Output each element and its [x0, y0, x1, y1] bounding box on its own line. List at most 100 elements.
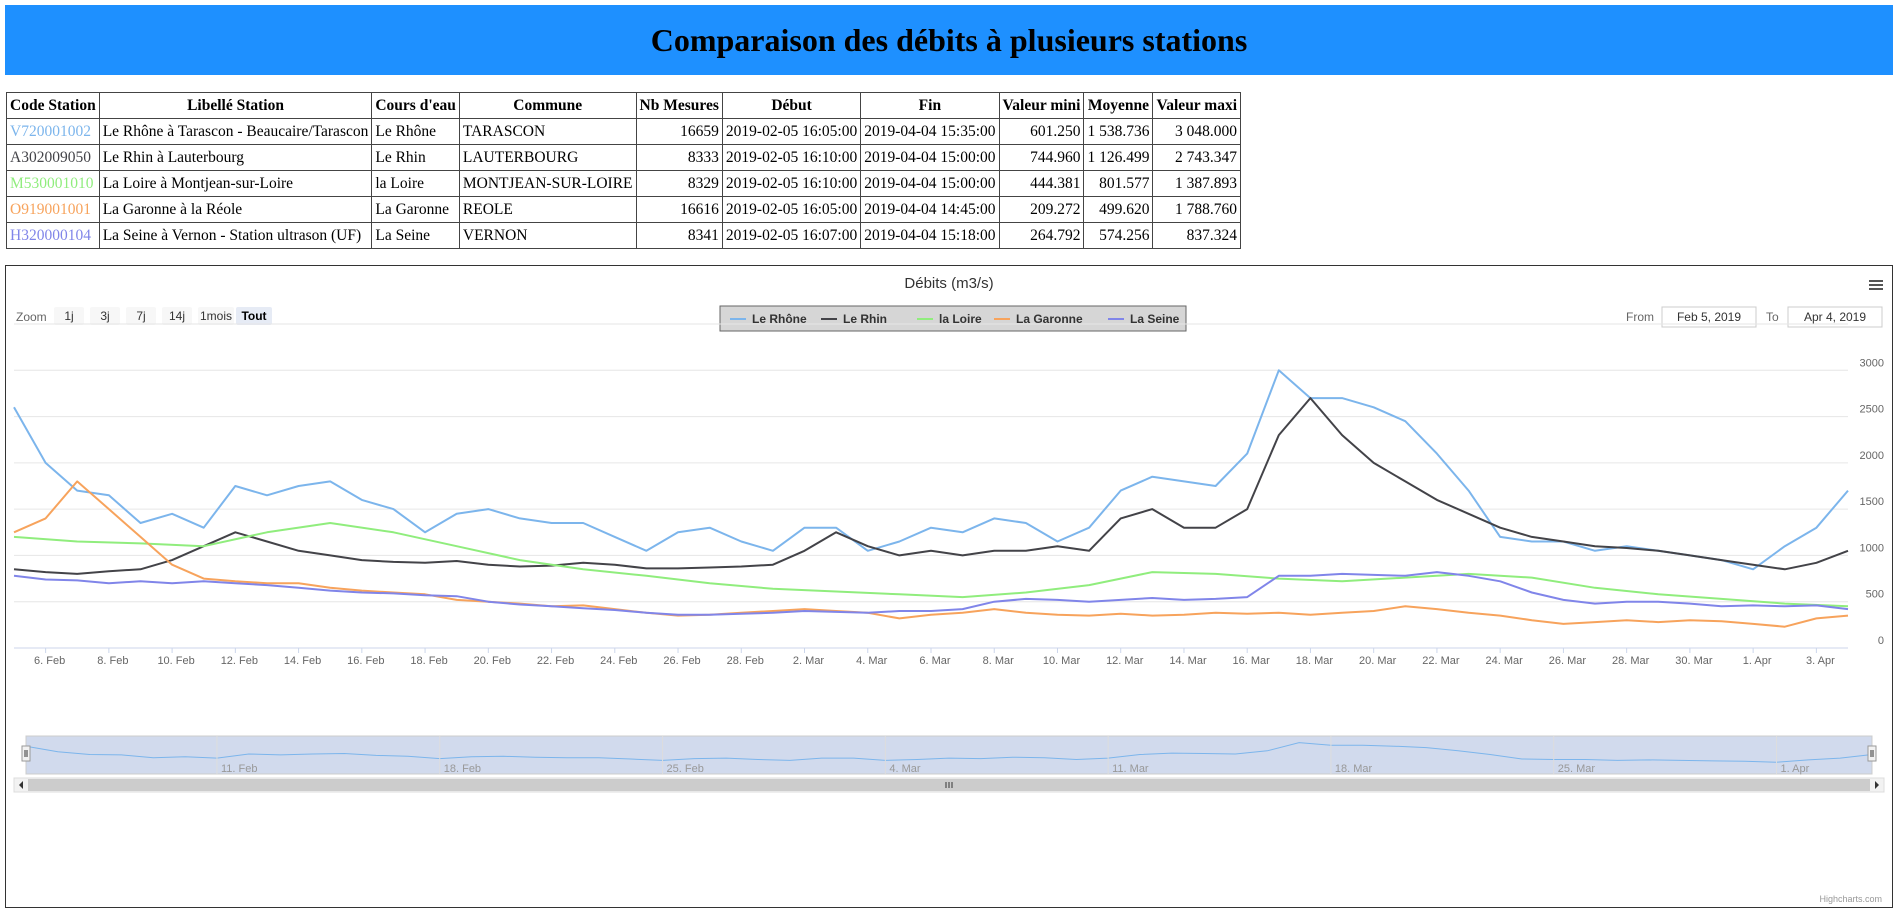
navigator-scrollbar[interactable] [13, 777, 1885, 793]
legend-label: Le Rhône [752, 312, 807, 326]
navigator[interactable]: 11. Feb 18. Feb 25. Feb 4. Mar 11. Mar 18. Ma… [13, 735, 1885, 793]
to-input[interactable]: Apr 4, 2019 [1787, 306, 1883, 328]
cell-maxi: 3 048.000 [1152, 118, 1242, 145]
cell-cours: la Loire [371, 170, 460, 197]
scroll-right-arrow-icon[interactable] [1875, 781, 1879, 789]
from-input[interactable]: Feb 5, 2019 [1661, 306, 1757, 328]
cell-code: A302009050 [6, 144, 100, 171]
navigator-tick-label: 25. Feb [667, 763, 704, 775]
cell-debut: 2019-02-05 16:10:00 [721, 144, 862, 171]
x-tick-label: 8. Mar [983, 655, 1015, 667]
navigator-tick-label: 18. Mar [1335, 763, 1373, 775]
table-row: O919001001 La Garonne à la Réole La Garonn… [6, 196, 1242, 223]
cell-nb: 8341 [635, 222, 723, 249]
cell-code: H320000104 [6, 222, 100, 249]
zoom-button-label: 1mois [200, 309, 232, 323]
cell-nb: 16616 [635, 196, 723, 223]
cell-mini: 744.960 [998, 144, 1085, 171]
cell-maxi: 2 743.347 [1152, 144, 1242, 171]
x-tick-label: 20. Mar [1359, 655, 1397, 667]
table-header-row: Code Station Libellé Station Cours d'eau… [6, 92, 1242, 119]
cell-cours: Le Rhône [371, 118, 460, 145]
legend-item[interactable]: La Garonne [994, 312, 1083, 326]
zoom-button-1j[interactable]: 1j [54, 307, 84, 325]
table-row: A302009050 Le Rhin à Lauterbourg Le Rhin LA… [6, 144, 1242, 171]
chart-series [13, 369, 1849, 628]
zoom-button-7j[interactable]: 7j [126, 307, 156, 325]
y-tick-label: 3000 [1860, 357, 1884, 369]
legend-label: La Garonne [1016, 312, 1083, 326]
x-tick-label: 14. Mar [1169, 655, 1207, 667]
zoom-button-Tout[interactable]: Tout [236, 307, 272, 325]
x-tick-label: 2. Mar [793, 655, 825, 667]
cell-libelle: Le Rhin à Lauterbourg [98, 144, 373, 171]
stations-table: Code Station Libellé Station Cours d'eau… [6, 92, 1242, 249]
series-line-la-loire [13, 522, 1849, 608]
zoom-button-bg [126, 307, 156, 325]
page-header: Comparaison des débits à plusieurs stati… [5, 5, 1893, 75]
zoom-button-label: 1j [64, 309, 73, 323]
zoom-button-14j[interactable]: 14j [162, 307, 192, 325]
cell-mini: 444.381 [998, 170, 1085, 197]
legend-item[interactable]: la Loire [917, 312, 982, 326]
zoom-button-bg [162, 307, 192, 325]
cell-libelle: La Loire à Montjean-sur-Loire [98, 170, 373, 197]
table-row: H320000104 La Seine à Vernon - Station ul… [6, 222, 1242, 249]
col-header: Valeur mini [998, 92, 1085, 119]
zoom-label: Zoom [16, 310, 47, 324]
cell-moyenne: 801.577 [1083, 170, 1154, 197]
navigator-handle-right[interactable] [1867, 745, 1877, 762]
from-input-value: Feb 5, 2019 [1677, 310, 1741, 324]
navigator-handle-left[interactable] [21, 745, 31, 762]
zoom-button-label: Tout [241, 309, 266, 323]
scroll-left-arrow-icon[interactable] [19, 781, 23, 789]
x-tick-label: 18. Feb [410, 655, 447, 667]
col-header: Moyenne [1083, 92, 1154, 119]
y-axis: 0 500 1000 1500 2000 2500 3000 [1860, 357, 1884, 647]
cell-libelle: La Seine à Vernon - Station ultrason (UF… [98, 222, 373, 249]
x-tick-label: 1. Apr [1743, 655, 1772, 667]
series-line-le-rh-ne [13, 369, 1849, 571]
zoom-button-1mois[interactable]: 1mois [198, 307, 234, 325]
x-tick-label: 10. Mar [1043, 655, 1081, 667]
x-tick-label: 26. Feb [663, 655, 700, 667]
series-line-le-rhin [13, 397, 1849, 575]
cell-mini: 264.792 [998, 222, 1085, 249]
cell-fin: 2019-04-04 15:18:00 [860, 222, 1000, 249]
cell-nb: 8329 [635, 170, 723, 197]
x-tick-label: 18. Mar [1296, 655, 1334, 667]
legend-item[interactable]: La Seine [1108, 312, 1180, 326]
cell-fin: 2019-04-04 15:00:00 [860, 170, 1000, 197]
legend-item[interactable]: Le Rhin [821, 312, 887, 326]
chart-title: Débits (m3/s) [904, 275, 993, 292]
credits-link[interactable]: Highcharts.com [1819, 894, 1882, 904]
x-tick-label: 6. Feb [34, 655, 65, 667]
series-line-la-seine [13, 571, 1849, 616]
legend-item[interactable]: Le Rhône [730, 312, 807, 326]
cell-code: V720001002 [6, 118, 100, 145]
y-tick-label: 2000 [1860, 450, 1884, 462]
x-tick-label: 6. Mar [919, 655, 951, 667]
zoom-button-label: 7j [136, 309, 145, 323]
zoom-button-label: 3j [100, 309, 109, 323]
legend-label: Le Rhin [843, 312, 887, 326]
zoom-button-3j[interactable]: 3j [90, 307, 120, 325]
navigator-tick-label: 11. Mar [1112, 763, 1149, 775]
navigator-tick-label: 18. Feb [444, 763, 481, 775]
chart-menu-icon[interactable] [1868, 278, 1884, 292]
chart-legend: Le Rhône Le Rhin la Loire La Garonne La Sein… [719, 305, 1187, 332]
cell-moyenne: 499.620 [1083, 196, 1154, 223]
col-header: Valeur maxi [1152, 92, 1242, 119]
col-header: Fin [860, 92, 1000, 119]
x-tick-label: 24. Mar [1486, 655, 1524, 667]
x-axis: 6. Feb 8. Feb 10. Feb 12. Feb 14. Feb 16. Feb… [14, 647, 1848, 667]
x-tick-label: 28. Mar [1612, 655, 1650, 667]
x-tick-label: 12. Feb [221, 655, 258, 667]
x-tick-label: 24. Feb [600, 655, 637, 667]
navigator-tick-label: 11. Feb [221, 763, 258, 775]
to-input-value: Apr 4, 2019 [1804, 310, 1866, 324]
zoom-button-label: 14j [169, 309, 185, 323]
from-label: From [1626, 310, 1654, 324]
cell-moyenne: 1 538.736 [1083, 118, 1154, 145]
cell-fin: 2019-04-04 14:45:00 [860, 196, 1000, 223]
